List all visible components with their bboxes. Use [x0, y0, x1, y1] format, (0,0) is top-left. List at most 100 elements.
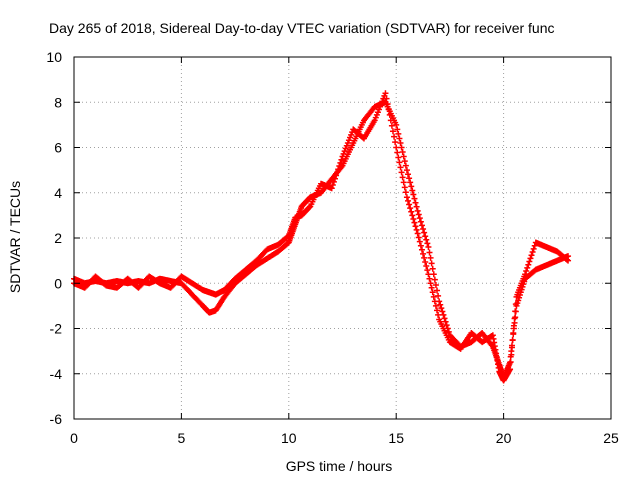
data-point-marker	[431, 276, 438, 283]
data-point-marker	[410, 215, 417, 222]
data-point-marker	[395, 154, 402, 161]
data-point-marker	[395, 130, 402, 137]
data-point-marker	[524, 264, 531, 271]
data-point-marker	[399, 149, 406, 156]
data-point-marker	[328, 185, 335, 192]
data-point-marker	[509, 337, 516, 344]
data-point-marker	[396, 135, 403, 142]
data-point-marker	[406, 201, 413, 208]
data-point-marker	[512, 301, 519, 308]
data-point-marker	[408, 183, 415, 190]
data-point-marker	[435, 292, 442, 299]
x-tick-label: 10	[281, 430, 297, 446]
data-point-marker	[425, 271, 432, 278]
data-point-marker	[406, 175, 413, 182]
data-point-marker	[416, 238, 423, 245]
data-point-marker	[522, 271, 529, 278]
data-point-marker	[424, 267, 431, 274]
y-tick-label: 2	[54, 230, 62, 246]
data-point-marker	[329, 182, 336, 189]
axis-ticks: 0 5 10 15 20 25 -6 -4 -2 0 2 4 6 8 10	[46, 49, 619, 446]
data-point-marker	[394, 126, 401, 133]
data-point-marker	[407, 205, 414, 212]
data-point-marker	[426, 249, 433, 256]
data-point-marker	[398, 169, 405, 176]
data-point-marker	[416, 215, 423, 222]
x-tick-label: 25	[603, 430, 619, 446]
data-point-marker	[408, 208, 415, 215]
data-point-marker	[382, 90, 389, 97]
data-point-marker	[529, 249, 536, 256]
data-point-marker	[507, 358, 514, 365]
data-point-marker	[330, 178, 337, 185]
y-tick-label: -2	[50, 321, 63, 337]
data-point-marker	[424, 240, 431, 247]
data-point-marker	[526, 258, 533, 265]
data-point-marker	[385, 106, 392, 113]
x-tick-label: 15	[388, 430, 404, 446]
data-point-marker	[413, 226, 420, 233]
data-point-marker	[442, 318, 449, 325]
data-point-marker	[434, 307, 441, 314]
data-point-marker	[405, 171, 412, 178]
data-point-marker	[410, 191, 417, 198]
data-point-marker	[523, 268, 530, 275]
data-point-marker	[510, 330, 517, 337]
data-point-marker	[527, 255, 534, 262]
data-point-marker	[405, 197, 412, 204]
y-tick-label: -6	[50, 411, 63, 427]
data-point-marker	[306, 204, 313, 211]
data-point-marker	[386, 111, 393, 118]
x-tick-label: 0	[70, 430, 78, 446]
data-point-marker	[418, 246, 425, 253]
data-point-marker	[412, 199, 419, 206]
data-point-marker	[421, 229, 428, 236]
data-point-marker	[399, 174, 406, 181]
data-point-marker	[445, 328, 452, 335]
data-point-marker	[409, 187, 416, 194]
y-tick-label: 0	[54, 275, 62, 291]
data-point-marker	[336, 163, 343, 170]
data-points	[71, 90, 572, 384]
data-point-marker	[435, 311, 442, 318]
data-point-marker	[414, 207, 421, 214]
data-point-marker	[333, 172, 340, 179]
data-point-marker	[426, 275, 433, 282]
y-tick-label: -4	[50, 366, 63, 382]
data-point-marker	[338, 156, 345, 163]
y-tick-label: 10	[46, 49, 62, 65]
data-point-marker	[397, 139, 404, 146]
data-point-marker	[398, 144, 405, 151]
data-point-marker	[530, 245, 537, 252]
data-point-marker	[400, 153, 407, 160]
data-point-marker	[402, 162, 409, 169]
data-point-marker	[400, 179, 407, 186]
data-point-marker	[422, 233, 429, 240]
data-point-marker	[393, 121, 400, 128]
data-point-marker	[420, 225, 427, 232]
data-point-marker	[428, 260, 435, 267]
y-tick-label: 8	[54, 94, 62, 110]
data-point-marker	[388, 122, 395, 129]
data-point-marker	[415, 211, 422, 218]
data-point-marker	[411, 195, 418, 202]
data-point-marker	[508, 351, 515, 358]
data-point-marker	[420, 250, 427, 257]
data-point-marker	[443, 322, 450, 329]
data-point-marker	[430, 293, 437, 300]
x-axis-label: GPS time / hours	[286, 458, 393, 474]
data-point-marker	[510, 322, 517, 329]
y-tick-label: 6	[54, 140, 62, 156]
data-point-marker	[425, 244, 432, 251]
data-point-marker	[427, 254, 434, 261]
data-point-marker	[415, 234, 422, 241]
data-point-marker	[335, 166, 342, 173]
data-point-marker	[440, 311, 447, 318]
data-point-marker	[563, 256, 570, 263]
data-point-marker	[429, 265, 436, 272]
data-point-marker	[430, 271, 437, 278]
data-point-marker	[511, 315, 518, 322]
data-point-marker	[392, 139, 399, 146]
data-point-marker	[409, 212, 416, 219]
data-point-marker	[507, 366, 514, 373]
